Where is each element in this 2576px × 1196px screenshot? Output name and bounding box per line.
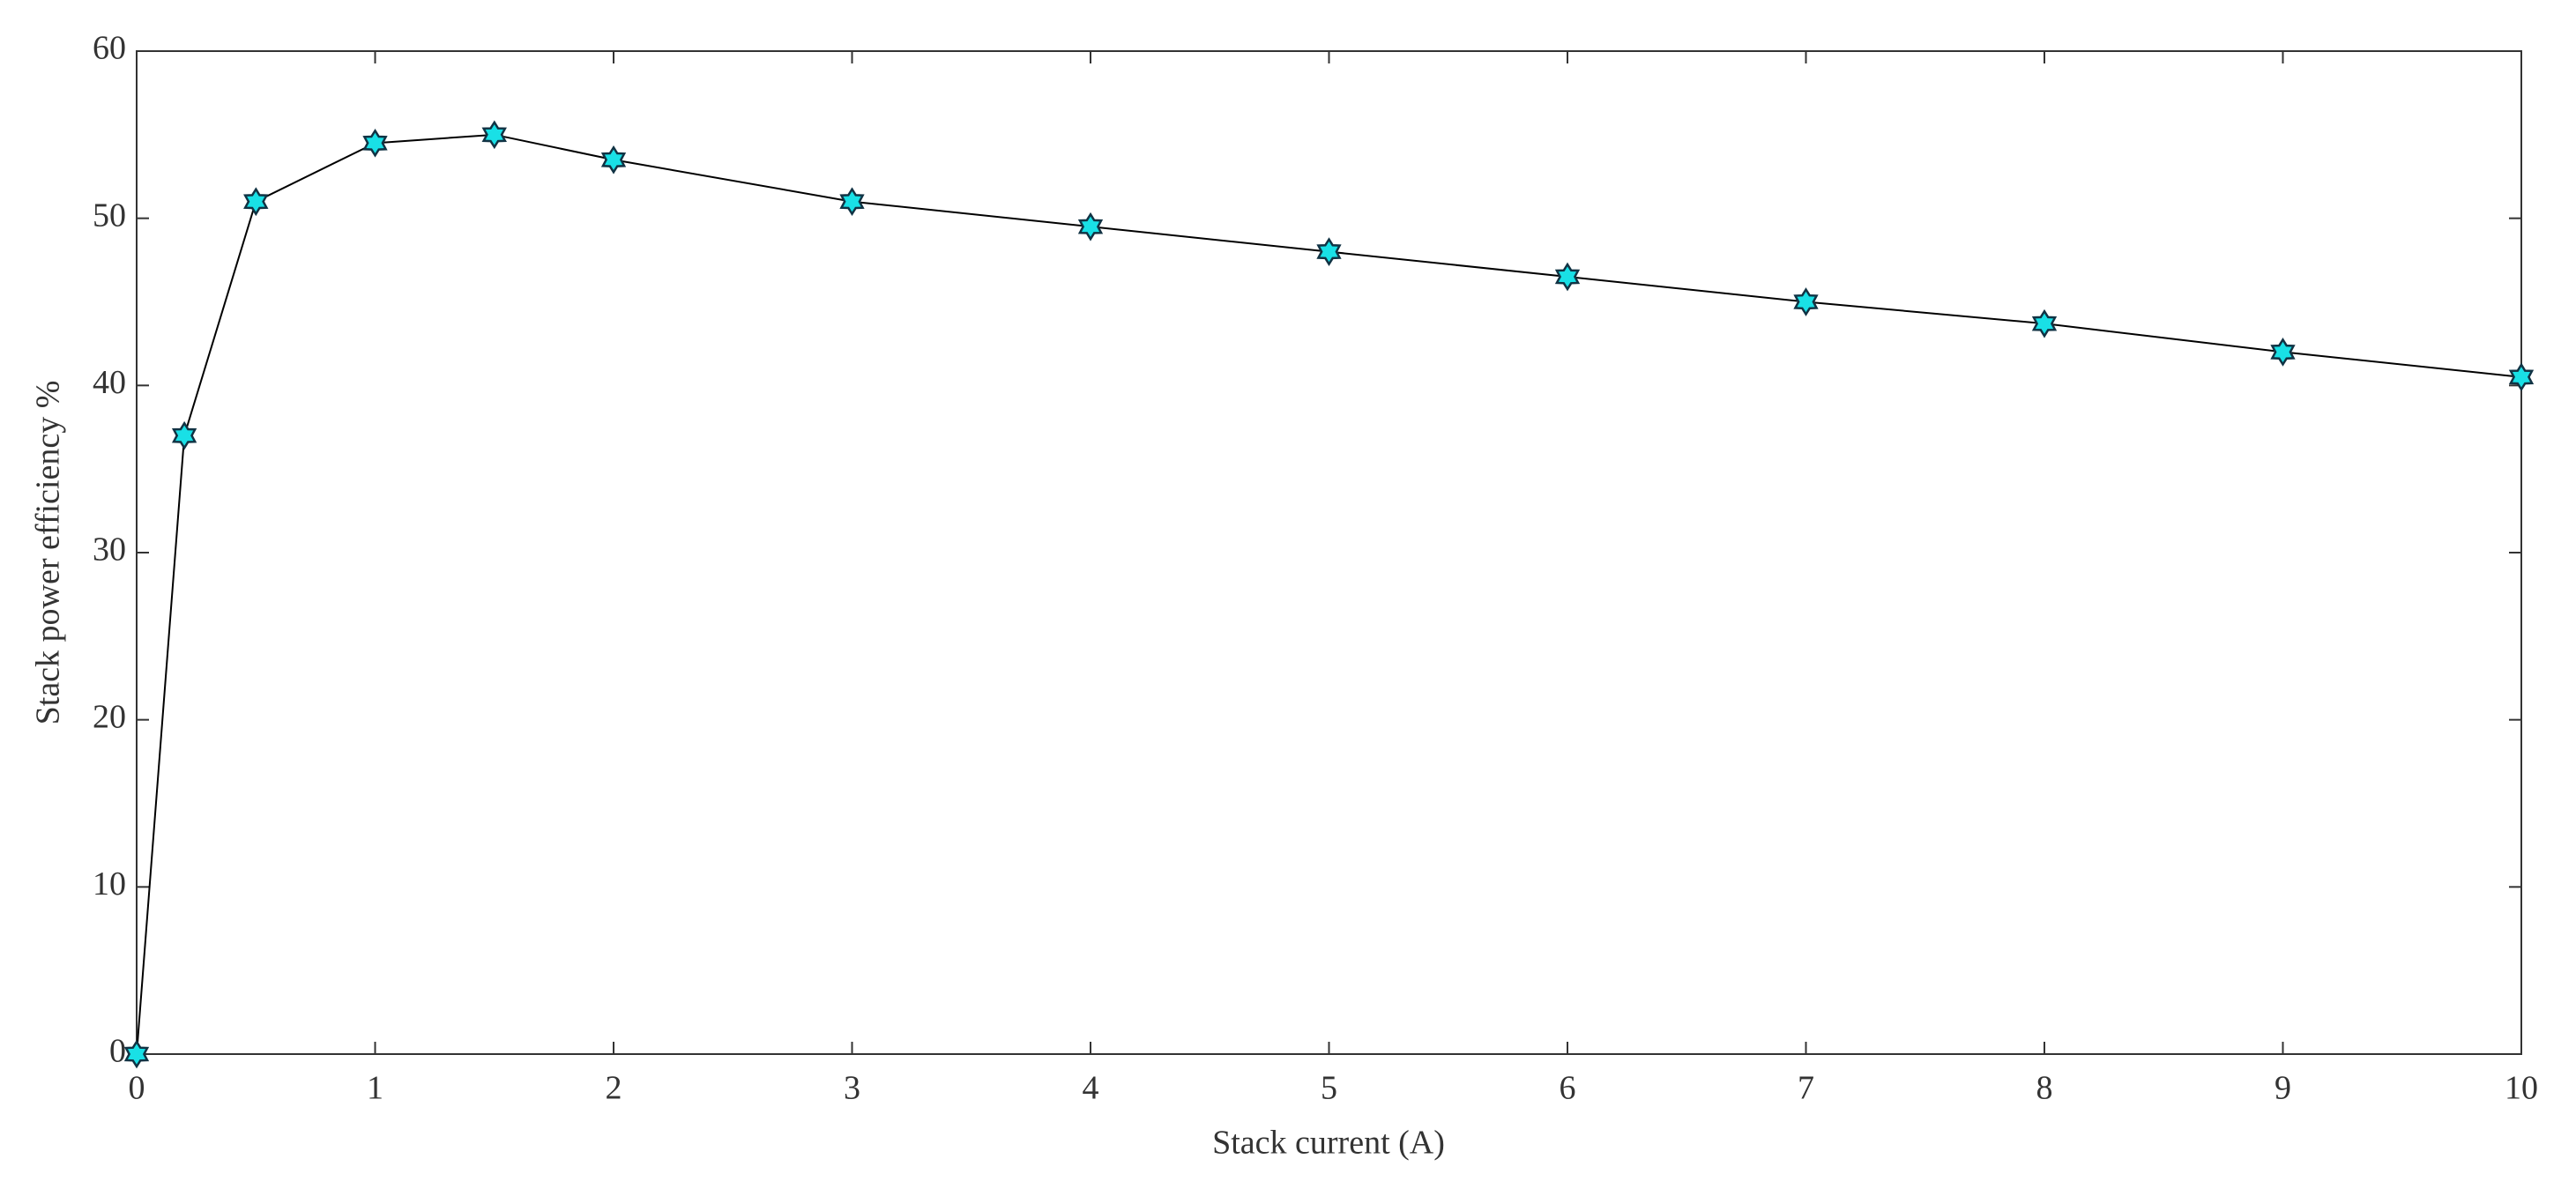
x-tick-label: 6 xyxy=(1560,1070,1576,1107)
marker xyxy=(481,120,507,150)
x-tick-label: 0 xyxy=(129,1070,145,1107)
y-tick-label: 30 xyxy=(93,531,126,568)
x-tick-label: 7 xyxy=(1798,1070,1814,1107)
x-axis-label: Stack current (A) xyxy=(1212,1125,1445,1162)
marker xyxy=(171,420,197,450)
line xyxy=(136,133,2522,1055)
y-tick-label: 50 xyxy=(93,197,126,234)
y-axis-label: Stack power efficiency % xyxy=(30,381,67,725)
marker xyxy=(243,187,269,217)
marker xyxy=(1793,287,1819,316)
marker xyxy=(1316,237,1342,266)
marker xyxy=(2270,338,2296,367)
x-tick-label: 2 xyxy=(606,1070,622,1107)
x-tick-label: 5 xyxy=(1321,1070,1337,1107)
x-tick-label: 10 xyxy=(2505,1070,2538,1107)
marker xyxy=(600,145,627,175)
y-tick-label: 10 xyxy=(93,865,126,903)
x-tick-label: 9 xyxy=(2274,1070,2291,1107)
plot-frame xyxy=(136,50,2522,1055)
x-tick-label: 3 xyxy=(844,1070,860,1107)
marker xyxy=(362,128,388,158)
marker xyxy=(1077,212,1104,241)
x-tick-label: 8 xyxy=(2036,1070,2053,1107)
y-tick-label: 20 xyxy=(93,698,126,735)
marker xyxy=(2031,308,2058,338)
y-tick-label: 60 xyxy=(93,30,126,67)
marker xyxy=(123,1039,150,1069)
marker xyxy=(2508,362,2535,392)
x-tick-label: 1 xyxy=(367,1070,383,1107)
marker xyxy=(839,187,865,217)
y-tick-label: 40 xyxy=(93,364,126,401)
x-tick-label: 4 xyxy=(1083,1070,1099,1107)
marker xyxy=(1554,262,1581,292)
y-tick-label: 0 xyxy=(109,1033,126,1070)
